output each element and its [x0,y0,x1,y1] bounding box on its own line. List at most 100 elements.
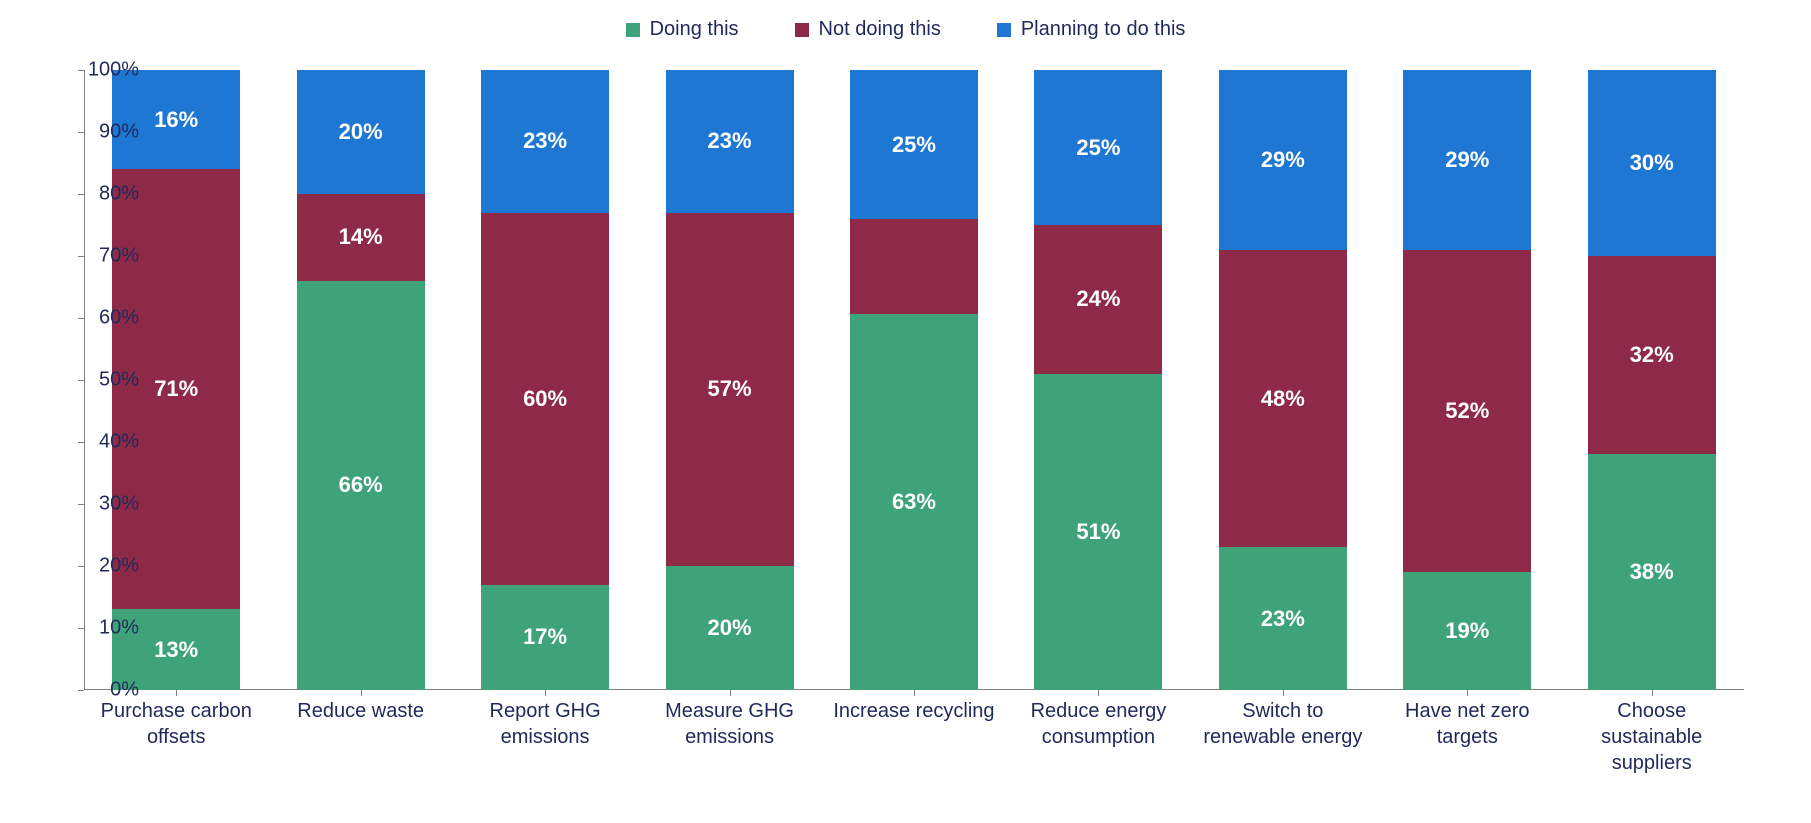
bar-segment-doing: 38% [1588,454,1716,690]
bar-column: 19% 52% 29% [1403,70,1531,690]
y-tick-label: 30% [79,493,139,516]
x-axis-label: Purchase carbon offsets [91,698,261,776]
x-axis-label: Choose sustainable suppliers [1567,698,1737,776]
y-tick-label: 100% [79,59,139,82]
legend: Doing this Not doing this Planning to do t… [0,18,1811,42]
bar-segment-not: 60% [481,213,609,585]
legend-swatch [997,23,1011,37]
bar-segment-not: 32% [1588,256,1716,454]
legend-item: Doing this [626,18,739,41]
bar-segment-label: 63% [892,489,936,515]
bar-segment-not [850,219,978,314]
y-tick-label: 20% [79,555,139,578]
bar-segment-not: 52% [1403,250,1531,572]
bar-segment-label: 25% [892,132,936,158]
bar-segment-label: 48% [1261,386,1305,412]
bar-segment-doing: 63% [850,314,978,690]
bar-segment-label: 29% [1261,147,1305,173]
bar-segment-label: 25% [1076,135,1120,161]
bar-segment-label: 23% [1261,606,1305,632]
y-tick-label: 90% [79,121,139,144]
bar-segment-label: 17% [523,624,567,650]
x-axis-label: Reduce waste [276,698,446,776]
bar-segment-label: 71% [154,376,198,402]
y-tick-label: 50% [79,369,139,392]
bar-segment-doing: 20% [666,566,794,690]
bar-column: 38% 32% 30% [1588,70,1716,690]
legend-item: Not doing this [795,18,941,41]
bar-segment-label: 19% [1445,618,1489,644]
bar-segment-label: 29% [1445,147,1489,173]
bar-segment-doing: 19% [1403,572,1531,690]
y-tick-label: 40% [79,431,139,454]
x-tick-mark [914,690,915,696]
bar-segment-planning: 23% [481,70,609,213]
bar-segment-not: 57% [666,213,794,566]
x-tick-mark [1283,690,1284,696]
bar-segment-label: 60% [523,386,567,412]
bar-segment-doing: 66% [297,281,425,690]
legend-label: Not doing this [819,18,941,41]
y-tick-label: 60% [79,307,139,330]
x-tick-mark [1652,690,1653,696]
bar-segment-label: 23% [523,128,567,154]
bar-segment-label: 30% [1630,150,1674,176]
bar-segment-label: 57% [708,376,752,402]
bar-segment-planning: 23% [666,70,794,213]
y-tick-label: 10% [79,617,139,640]
bar-segment-label: 52% [1445,398,1489,424]
bar-column: 20% 57% 23% [666,70,794,690]
bar-segment-planning: 29% [1219,70,1347,250]
bar-segment-planning: 25% [850,70,978,219]
x-axis-label: Report GHG emissions [460,698,630,776]
bar-segment-planning: 25% [1034,70,1162,225]
bar-column: 23% 48% 29% [1219,70,1347,690]
x-labels-row: Purchase carbon offsetsReduce wasteRepor… [84,698,1744,776]
legend-label: Planning to do this [1021,18,1186,41]
plot-area: 13% 71% 16% 66% 14% 20% 17% 60% 23% 20% 57% 23% 63% 2… [84,70,1744,690]
chart-container: Doing this Not doing this Planning to do t… [0,0,1811,823]
x-tick-mark [176,690,177,696]
bar-column: 63% 25% [850,70,978,690]
bar-segment-label: 16% [154,107,198,133]
bar-segment-not: 14% [297,194,425,281]
x-axis-label: Have net zero targets [1382,698,1552,776]
x-tick-mark [545,690,546,696]
legend-swatch [626,23,640,37]
x-tick-mark [730,690,731,696]
y-tick-label: 70% [79,245,139,268]
bar-segment-doing: 17% [481,585,609,690]
bar-segment-planning: 29% [1403,70,1531,250]
bar-segment-not: 24% [1034,225,1162,374]
bar-column: 51% 24% 25% [1034,70,1162,690]
bar-segment-label: 14% [339,224,383,250]
legend-swatch [795,23,809,37]
bar-segment-label: 20% [339,119,383,145]
bars-row: 13% 71% 16% 66% 14% 20% 17% 60% 23% 20% 57% 23% 63% 2… [84,70,1744,690]
bar-column: 17% 60% 23% [481,70,609,690]
bar-segment-label: 32% [1630,342,1674,368]
bar-segment-label: 66% [339,472,383,498]
bar-segment-not: 48% [1219,250,1347,548]
x-tick-mark [1098,690,1099,696]
bar-segment-label: 23% [708,128,752,154]
y-tick-label: 80% [79,183,139,206]
bar-segment-label: 51% [1076,519,1120,545]
bar-segment-label: 38% [1630,559,1674,585]
x-axis-label: Increase recycling [829,698,999,776]
bar-segment-doing: 51% [1034,374,1162,690]
bar-segment-label: 24% [1076,286,1120,312]
bar-segment-doing: 23% [1219,547,1347,690]
x-axis-label: Reduce energy consumption [1013,698,1183,776]
x-tick-mark [361,690,362,696]
bar-segment-planning: 30% [1588,70,1716,256]
x-axis-label: Measure GHG emissions [645,698,815,776]
bar-segment-label: 13% [154,637,198,663]
x-tick-mark [1467,690,1468,696]
bar-column: 66% 14% 20% [297,70,425,690]
legend-item: Planning to do this [997,18,1186,41]
x-axis-label: Switch to renewable energy [1198,698,1368,776]
legend-label: Doing this [650,18,739,41]
bar-segment-planning: 20% [297,70,425,194]
bar-segment-label: 20% [708,615,752,641]
